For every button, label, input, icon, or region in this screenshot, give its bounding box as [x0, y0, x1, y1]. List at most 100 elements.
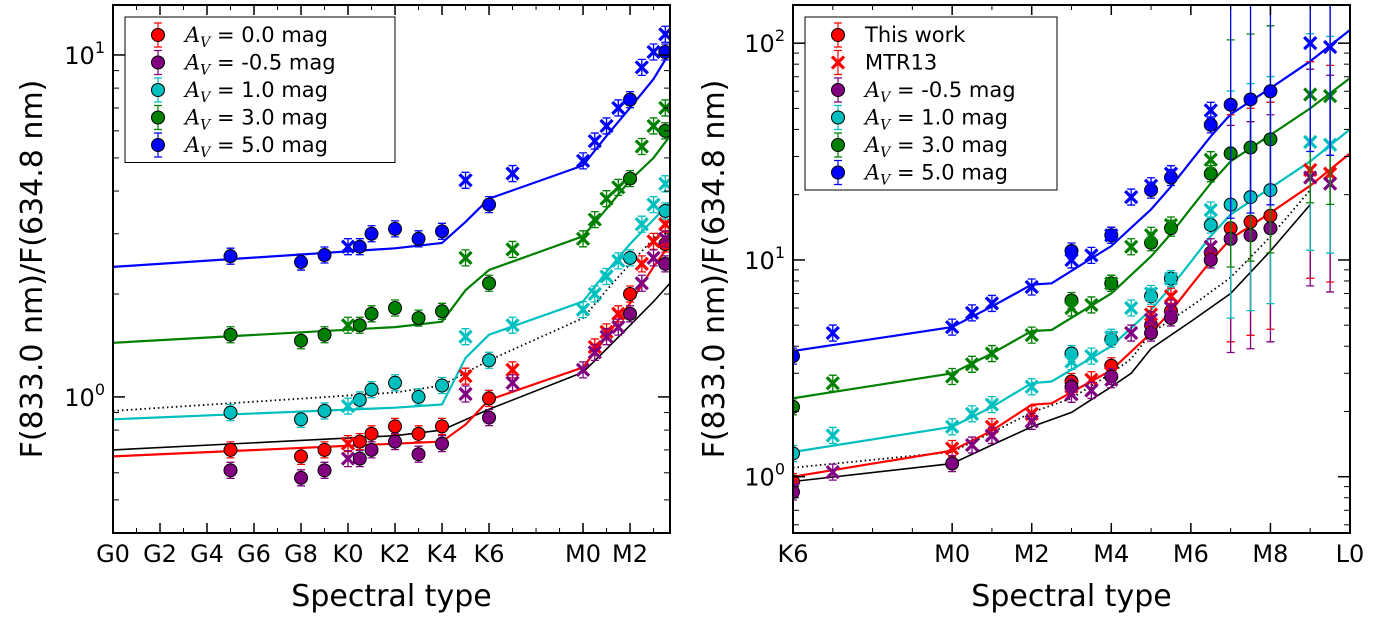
- legend-label: AV = 1.0 mag: [863, 106, 1008, 134]
- x-tick-label: M6: [1173, 540, 1209, 568]
- x-tick-label: M0: [565, 540, 601, 568]
- data-point-cross: [634, 139, 649, 154]
- data-point-cross: [1143, 312, 1159, 327]
- legend-label-symbol: A: [183, 23, 200, 47]
- data-point-cross: [984, 346, 1000, 361]
- data-point-circle: [411, 426, 426, 441]
- data-point-cross: [945, 419, 960, 434]
- y-tick-label: 100: [744, 460, 785, 492]
- data-point-circle: [364, 226, 379, 241]
- legend-marker-circle: [151, 138, 165, 152]
- data-point-cross: [340, 451, 356, 466]
- data-point-cross: [1143, 178, 1159, 193]
- legend-label: AV = 5.0 mag: [863, 161, 1008, 189]
- x-tick-label: M2: [1014, 540, 1050, 568]
- data-point-circle: [411, 447, 426, 462]
- legend-marker-cross: [830, 55, 846, 70]
- data-point-circle: [223, 249, 238, 264]
- plot-area: [113, 25, 670, 487]
- data-point-circle: [435, 304, 450, 319]
- data-point-circle: [364, 306, 379, 321]
- data-point-cross: [1064, 300, 1079, 316]
- y-tick-exponent: 2: [775, 26, 785, 45]
- data-point-circle: [388, 300, 403, 315]
- y-tick-base: 10: [64, 384, 95, 412]
- data-point-circle: [294, 449, 309, 464]
- y-tick-base: 10: [744, 30, 775, 58]
- data-point-circle: [364, 426, 379, 441]
- data-point-cross: [575, 153, 591, 169]
- data-point-cross: [1203, 103, 1218, 118]
- error-bar: [1326, 5, 1335, 156]
- y-axis-title: F(833.0 nm)/F(634.8 nm): [697, 80, 732, 459]
- data-point-cross: [646, 197, 661, 212]
- data-point-cross: [1163, 217, 1179, 233]
- data-point-cross: [611, 253, 626, 268]
- y-axis-title: F(833.0 nm)/F(634.8 nm): [15, 80, 50, 459]
- x-tick-label: K4: [427, 540, 458, 568]
- data-point-circle: [388, 375, 403, 390]
- x-tick-label: G8: [284, 540, 318, 568]
- data-point-cross: [634, 217, 649, 232]
- data-point-cross: [611, 100, 626, 116]
- y-tick-label: 101: [744, 243, 785, 275]
- data-point-cross: [646, 234, 661, 249]
- legend-label-symbol: A: [183, 51, 200, 75]
- legend-label: AV = 1.0 mag: [183, 78, 328, 106]
- data-point-cross: [1024, 414, 1039, 429]
- data-point-cross: [646, 118, 661, 134]
- y-tick-label: 101: [64, 38, 105, 70]
- data-point-cross: [599, 329, 614, 344]
- legend-label: AV = -0.5 mag: [863, 78, 1016, 106]
- legend-label: AV = -0.5 mag: [183, 51, 336, 79]
- data-point-circle: [294, 412, 309, 427]
- data-point-circle: [294, 333, 309, 348]
- data-point-cross: [611, 180, 626, 195]
- data-point-cross: [587, 345, 602, 360]
- data-point-circle: [352, 318, 367, 333]
- x-tick-label: M8: [1252, 540, 1288, 568]
- axes-frame: [112, 4, 671, 534]
- data-point-circle: [435, 224, 450, 239]
- data-point-cross: [1064, 387, 1079, 402]
- x-tick-label: G0: [96, 540, 130, 568]
- data-point-circle: [364, 382, 379, 397]
- data-point-circle: [482, 197, 497, 212]
- data-point-circle: [1243, 92, 1258, 107]
- data-point-cross: [1143, 286, 1159, 301]
- data-point-circle: [623, 92, 638, 107]
- data-point-circle: [411, 231, 426, 246]
- data-point-circle: [482, 353, 497, 368]
- data-point-cross: [646, 250, 661, 266]
- data-point-circle: [411, 311, 426, 326]
- data-point-circle: [352, 392, 367, 407]
- data-point-cross: [587, 286, 602, 302]
- data-point-cross: [458, 369, 473, 384]
- data-point-circle: [223, 327, 238, 342]
- data-point-cross: [825, 376, 840, 391]
- data-point-cross: [599, 269, 614, 284]
- legend-label-text: = 5.0 mag: [210, 133, 328, 157]
- data-point-circle: [223, 405, 238, 420]
- legend-label-symbol: A: [183, 78, 200, 102]
- data-point-cross: [1024, 327, 1039, 343]
- data-point-circle: [317, 463, 332, 478]
- plot-area: [793, 5, 1350, 501]
- data-point-cross: [984, 397, 1000, 412]
- x-tick-label: G6: [237, 540, 271, 568]
- legend-label-subscript: V: [880, 90, 892, 106]
- legend-label-text: = 3.0 mag: [210, 106, 328, 130]
- data-point-cross: [587, 212, 602, 227]
- data-point-circle: [623, 306, 638, 321]
- data-point-cross: [1084, 348, 1099, 364]
- data-point-circle: [623, 286, 638, 301]
- legend-marker-circle: [151, 55, 165, 70]
- data-point-cross: [611, 319, 626, 335]
- data-point-cross: [575, 302, 591, 317]
- data-point-cross: [825, 428, 840, 443]
- legend-box: [804, 16, 1058, 191]
- data-point-cross: [1163, 166, 1179, 181]
- legend-label-text: = 3.0 mag: [890, 133, 1008, 157]
